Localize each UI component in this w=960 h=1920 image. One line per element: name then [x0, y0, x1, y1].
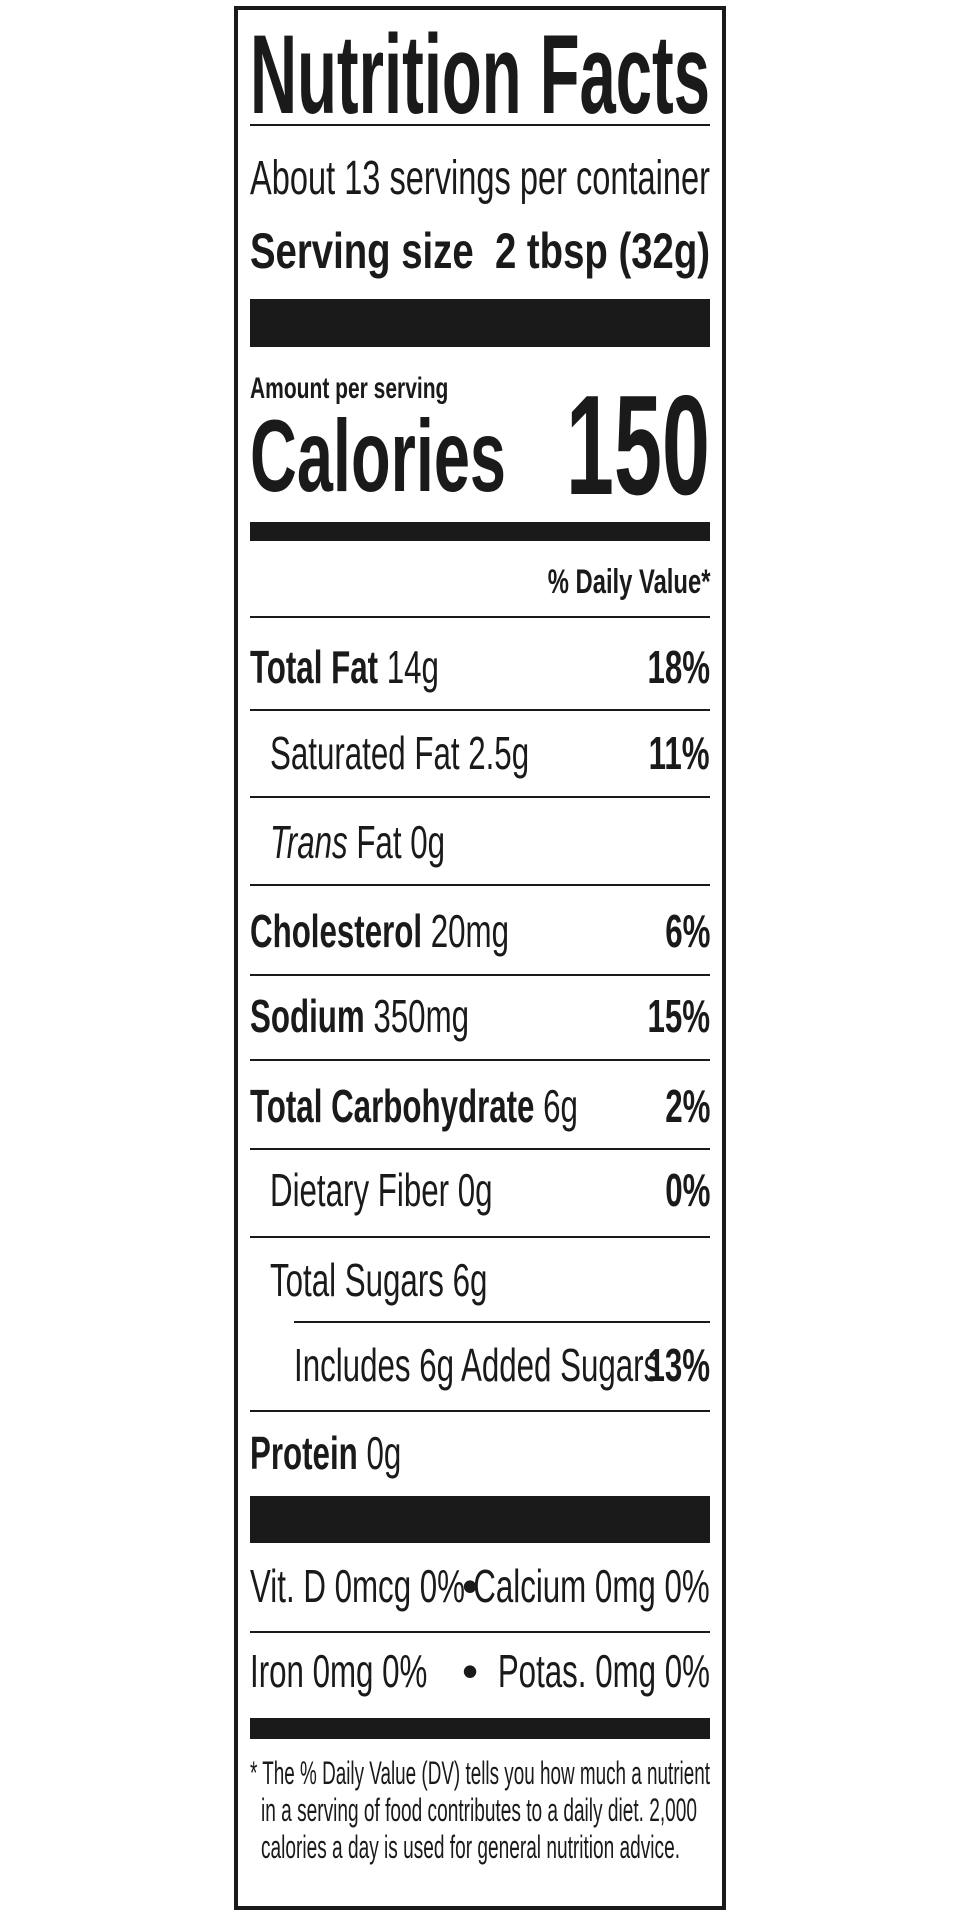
nutrient-dv: 11%: [649, 727, 710, 779]
nutrient-dv: 13%: [647, 1339, 710, 1391]
divider: [250, 1410, 710, 1412]
divider: [250, 1148, 710, 1150]
thick-bar: [250, 299, 710, 347]
divider: [250, 616, 710, 618]
servings-text: About 13 servings per container: [250, 152, 710, 205]
divider: [250, 974, 710, 976]
nutrient-row-cholesterol: Cholesterol 20mg 6%: [250, 901, 710, 961]
nutrient-amount: 6g: [452, 1254, 488, 1306]
nutrient-name: Total Sugars: [270, 1254, 444, 1306]
medium-bar: [250, 1718, 710, 1739]
footnote-text: calories a day is used for general nutri…: [261, 1829, 680, 1865]
micronutrient-row: Iron 0mg 0% • Potas. 0mg 0%: [250, 1641, 710, 1701]
divider: [250, 1236, 710, 1238]
nutrient-name: Includes 6g Added Sugars: [294, 1339, 660, 1391]
footnote-line-3: calories a day is used for general nutri…: [261, 1828, 960, 1866]
nutrient-dv: 18%: [647, 641, 710, 693]
serving-size: Serving size 2 tbsp (32g): [250, 222, 850, 280]
nutrient-row-trans-fat: Trans Fat 0g: [250, 812, 710, 872]
nutrient-amount: 20mg: [430, 905, 510, 957]
nutrient-dv: 2%: [664, 1080, 710, 1132]
potassium: Potas. 0mg 0%: [497, 1645, 710, 1697]
nutrient-name: Cholesterol: [250, 905, 423, 957]
amount-per-serving: Amount per serving: [250, 372, 533, 406]
serving-size-label: Serving size: [250, 223, 474, 279]
nutrient-dv: 6%: [664, 905, 710, 957]
nutrient-row-total-carbohydrate: Total Carbohydrate 6g 2%: [250, 1076, 710, 1136]
nutrient-row-dietary-fiber: Dietary Fiber 0g 0%: [250, 1160, 710, 1220]
divider: [294, 1321, 710, 1323]
bullet-separator: •: [462, 1645, 479, 1697]
nutrient-amount: 6g: [543, 1080, 578, 1132]
serving-size-value: 2 tbsp (32g): [494, 223, 710, 279]
micronutrient-row: Vit. D 0mcg 0% • Calcium 0mg 0%: [250, 1556, 710, 1616]
nutrient-dv: 15%: [647, 990, 710, 1042]
divider: [250, 124, 710, 126]
nutrient-name: Sodium: [250, 990, 365, 1042]
nutrient-name: Saturated Fat: [270, 727, 460, 779]
iron: Iron 0mg 0%: [250, 1645, 428, 1697]
nutrient-amount: 350mg: [373, 990, 470, 1042]
nutrient-row-sodium: Sodium 350mg 15%: [250, 986, 710, 1046]
nutrient-row-added-sugars: Includes 6g Added Sugars 13%: [250, 1335, 710, 1395]
nutrient-row-saturated-fat: Saturated Fat 2.5g 11%: [250, 723, 710, 783]
divider: [250, 884, 710, 886]
footnote-line-2: in a serving of food contributes to a da…: [261, 1791, 960, 1829]
nutrient-name: Total Fat: [250, 641, 379, 693]
divider: [250, 709, 710, 711]
nutrient-name: Dietary Fiber: [270, 1164, 450, 1216]
serving-size-text: Serving size 2 tbsp (32g): [250, 222, 710, 280]
nutrient-amount: 0g: [457, 1164, 493, 1216]
footnote-line-1: * The % Daily Value (DV) tells you how m…: [250, 1754, 960, 1792]
divider: [250, 1059, 710, 1061]
divider: [250, 1631, 710, 1633]
vitamin-d: Vit. D 0mcg 0%: [250, 1560, 465, 1612]
calcium: Calcium 0mg 0%: [473, 1560, 710, 1612]
medium-bar: [250, 522, 710, 541]
bullet-separator: •: [462, 1560, 479, 1612]
footnote-text: in a serving of food contributes to a da…: [261, 1792, 697, 1828]
nutrition-label-border: [234, 6, 726, 1910]
calories-label-text: Calories: [250, 399, 506, 513]
nutrient-row-protein: Protein 0g: [250, 1423, 710, 1483]
dv-header-text: % Daily Value*: [547, 563, 710, 601]
nutrient-row-total-fat: Total Fat 14g 18%: [250, 637, 710, 697]
nutrient-row-total-sugars: Total Sugars 6g: [250, 1250, 710, 1310]
divider: [250, 796, 710, 798]
calories-value: 150: [473, 366, 710, 525]
calories-label: Calories: [250, 404, 653, 508]
footnote-text: * The % Daily Value (DV) tells you how m…: [250, 1755, 710, 1791]
nutrient-name: Fat: [356, 816, 402, 868]
nutrient-name: Total Carbohydrate: [250, 1080, 535, 1132]
nutrient-amount: 2.5g: [468, 727, 530, 779]
nutrient-amount: 0g: [410, 816, 446, 868]
nutrient-amount: 0g: [366, 1427, 402, 1479]
label-title: Nutrition Facts: [250, 10, 960, 140]
nutrient-name-italic: Trans: [270, 816, 348, 868]
daily-value-header: % Daily Value*: [478, 562, 710, 602]
nutrient-name: Protein: [250, 1427, 358, 1479]
servings-per-container: About 13 servings per container: [250, 150, 928, 208]
thick-bar: [250, 1496, 710, 1543]
nutrient-amount: 14g: [386, 641, 439, 693]
calories-value-text: 150: [566, 366, 710, 525]
title-text: Nutrition Facts: [250, 12, 710, 137]
amount-per-serving-text: Amount per serving: [250, 372, 449, 405]
nutrient-dv: 0%: [664, 1164, 710, 1216]
